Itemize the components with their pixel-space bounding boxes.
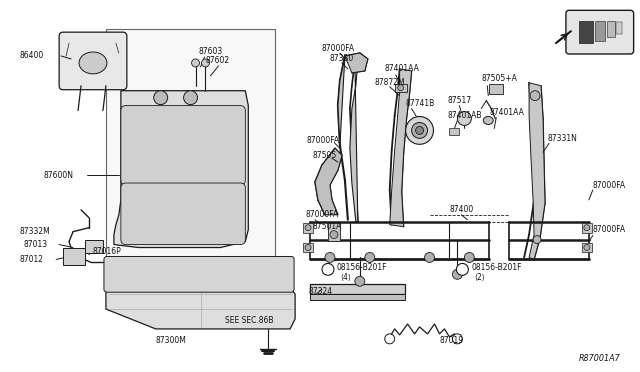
FancyBboxPatch shape — [104, 256, 294, 292]
Text: 87501A: 87501A — [312, 222, 341, 231]
Bar — [310, 294, 404, 300]
Bar — [395, 84, 406, 92]
Polygon shape — [529, 83, 545, 259]
Text: B: B — [325, 267, 329, 272]
FancyBboxPatch shape — [59, 32, 127, 90]
Text: 87505: 87505 — [312, 151, 336, 160]
Text: 86400: 86400 — [19, 51, 44, 61]
Text: ⟨2⟩: ⟨2⟩ — [474, 273, 485, 282]
Circle shape — [412, 122, 428, 138]
FancyBboxPatch shape — [121, 106, 245, 185]
Circle shape — [184, 91, 198, 105]
Polygon shape — [315, 148, 342, 215]
Circle shape — [154, 91, 168, 105]
Text: SEE SEC.86B: SEE SEC.86B — [225, 317, 274, 326]
Text: 87000FA: 87000FA — [322, 44, 355, 52]
Bar — [489, 84, 503, 94]
Text: 87324: 87324 — [308, 287, 332, 296]
Text: 87401AA: 87401AA — [385, 64, 420, 73]
Circle shape — [397, 85, 404, 91]
Text: 87505+A: 87505+A — [481, 74, 517, 83]
Text: 08156-B201F: 08156-B201F — [337, 263, 387, 272]
Text: 87019: 87019 — [440, 336, 463, 345]
Bar — [63, 247, 85, 265]
Bar — [303, 243, 313, 253]
Text: 87000FA: 87000FA — [306, 136, 339, 145]
Circle shape — [355, 276, 365, 286]
Bar — [310, 284, 404, 294]
Polygon shape — [338, 56, 358, 222]
Bar — [582, 243, 592, 253]
Text: 87300M: 87300M — [156, 336, 187, 345]
Circle shape — [385, 334, 395, 344]
Circle shape — [452, 269, 462, 279]
Text: 87013: 87013 — [23, 240, 47, 249]
Text: B: B — [460, 267, 465, 272]
Circle shape — [452, 334, 462, 344]
Circle shape — [584, 225, 590, 231]
Circle shape — [415, 126, 424, 134]
Circle shape — [330, 231, 338, 238]
Bar — [328, 223, 340, 241]
Circle shape — [458, 112, 471, 125]
Circle shape — [322, 263, 334, 275]
Bar — [303, 223, 313, 232]
Circle shape — [305, 225, 311, 231]
Bar — [106, 29, 275, 257]
Text: 87603: 87603 — [198, 46, 223, 55]
Text: 87000FA: 87000FA — [305, 210, 338, 219]
Circle shape — [456, 263, 468, 275]
Text: 87600N: 87600N — [44, 171, 73, 180]
Text: ⟨4⟩: ⟨4⟩ — [340, 273, 351, 282]
Bar — [595, 21, 605, 41]
Circle shape — [406, 116, 433, 144]
Bar — [607, 21, 614, 37]
Bar — [579, 21, 593, 43]
Text: 08156-B201F: 08156-B201F — [471, 263, 522, 272]
Text: 87016P: 87016P — [93, 247, 122, 256]
Bar — [85, 240, 103, 253]
Circle shape — [424, 253, 435, 262]
Text: 87331N: 87331N — [547, 134, 577, 143]
Ellipse shape — [483, 116, 493, 125]
Text: 87401AB: 87401AB — [447, 111, 482, 120]
Polygon shape — [390, 69, 412, 227]
Text: 87332M: 87332M — [19, 227, 50, 236]
Text: 87602: 87602 — [205, 57, 230, 65]
Ellipse shape — [79, 52, 107, 74]
Text: 87000FA: 87000FA — [593, 225, 626, 234]
Bar — [582, 223, 592, 232]
Text: 87330: 87330 — [330, 54, 354, 64]
Text: 87872M: 87872M — [375, 78, 405, 87]
Bar — [616, 22, 621, 34]
FancyBboxPatch shape — [121, 183, 245, 244]
Text: 87000FA: 87000FA — [593, 180, 626, 189]
Text: 87741B: 87741B — [406, 99, 435, 108]
Circle shape — [191, 59, 200, 67]
Circle shape — [584, 244, 590, 250]
Text: 87401AA: 87401AA — [489, 108, 524, 117]
Circle shape — [202, 59, 209, 67]
Text: R87001A7: R87001A7 — [579, 354, 621, 363]
Polygon shape — [106, 259, 295, 329]
Circle shape — [530, 91, 540, 101]
Text: 87012: 87012 — [19, 255, 44, 264]
Polygon shape — [114, 91, 248, 247]
Circle shape — [533, 235, 541, 244]
Bar — [449, 128, 460, 135]
FancyBboxPatch shape — [566, 10, 634, 54]
Text: 87400: 87400 — [449, 205, 474, 214]
Polygon shape — [345, 53, 368, 73]
Circle shape — [365, 253, 375, 262]
Circle shape — [465, 253, 474, 262]
Circle shape — [325, 253, 335, 262]
Text: 87517: 87517 — [447, 96, 472, 105]
Circle shape — [305, 244, 311, 250]
